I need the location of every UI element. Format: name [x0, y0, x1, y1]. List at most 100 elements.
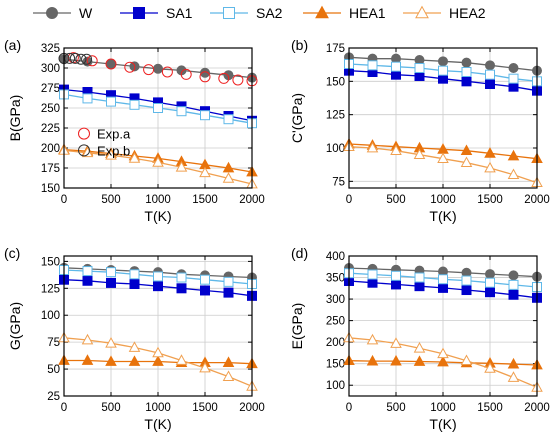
panel-label: (d) [291, 245, 308, 261]
y-tick-label: 100 [326, 380, 345, 392]
point-hea2 [105, 337, 117, 348]
inner-legend-marker [78, 127, 90, 140]
point-sa1 [176, 283, 187, 294]
point-sa1 [485, 287, 495, 298]
x-tick-label: 1500 [192, 194, 218, 206]
point-sa2 [414, 272, 425, 283]
inner-legend-marker [78, 144, 90, 157]
x-tick-label: 1000 [145, 194, 171, 206]
point-hea1 [460, 144, 473, 156]
legend-item-hea2: HEA2 [403, 5, 486, 21]
point-w [461, 57, 472, 68]
legend-label: SA1 [166, 5, 193, 21]
y-tick-label: 325 [41, 43, 60, 55]
legend-marker [415, 5, 429, 19]
point-hea1 [128, 355, 141, 366]
exp-point-exp-b [69, 52, 81, 64]
point-sa2 [223, 114, 234, 125]
legend-label: HEA1 [349, 5, 386, 21]
x-tick-label: 500 [101, 402, 120, 414]
x-tick-label: 1500 [192, 402, 218, 414]
point-hea2 [128, 152, 141, 163]
y-tick-label: 400 [326, 251, 345, 263]
x-tick-label: 1500 [477, 402, 503, 414]
exp-point-exp-b [75, 53, 87, 65]
point-sa2 [438, 274, 448, 285]
point-hea2 [81, 146, 94, 158]
point-sa2 [153, 103, 163, 113]
y-tick-label: 225 [41, 123, 60, 135]
point-hea2 [366, 333, 379, 345]
legend-marker [315, 5, 329, 19]
point-hea1 [507, 357, 520, 369]
panel-label: (a) [4, 37, 21, 53]
point-sa2 [508, 279, 519, 290]
point-sa1 [367, 277, 378, 288]
x-tick-label: 1000 [430, 402, 456, 414]
point-hea1 [222, 161, 235, 173]
point-sa1 [200, 285, 210, 296]
point-sa2 [200, 110, 210, 121]
y-tick-label: 175 [41, 163, 60, 175]
point-sa1 [223, 287, 234, 298]
x-tick-label: 1000 [430, 194, 456, 206]
x-axis-label: T(K) [429, 416, 456, 432]
x-tick-label: 2000 [524, 402, 550, 414]
point-sa2 [82, 93, 93, 104]
plot-frame [348, 47, 538, 189]
inner-legend-item-exp-a: Exp.a [78, 127, 131, 142]
legend-item-sa2: SA2 [210, 5, 283, 21]
point-sa2 [106, 267, 116, 278]
point-sa2 [129, 269, 140, 280]
point-sa2 [391, 61, 401, 72]
point-hea1 [222, 356, 235, 367]
point-sa2 [129, 99, 140, 110]
legend-item-hea1: HEA1 [303, 5, 386, 21]
point-sa2 [153, 271, 163, 282]
series-sa1 [59, 274, 257, 301]
y-tick-label: 50 [47, 364, 60, 376]
point-hea2 [152, 346, 164, 358]
x-tick-label: 2000 [239, 402, 265, 414]
point-sa2 [438, 65, 448, 76]
y-tick-label: 125 [41, 283, 60, 295]
point-hea2 [152, 156, 164, 167]
point-sa2 [82, 266, 93, 277]
point-sa1 [82, 275, 93, 286]
point-w [438, 56, 448, 67]
point-hea2 [175, 354, 188, 365]
x-tick-label: 500 [386, 194, 405, 206]
legend-label: W [79, 5, 93, 21]
y-tick-label: 75 [332, 176, 345, 188]
x-axis-label: T(K) [144, 208, 171, 224]
panel-label: (c) [4, 245, 20, 261]
point-sa2 [200, 274, 210, 285]
point-sa2 [176, 272, 187, 283]
point-hea2 [437, 152, 449, 164]
point-w [106, 59, 116, 69]
y-tick-label: 350 [326, 273, 345, 285]
legend-marker [223, 7, 235, 19]
point-hea1 [507, 149, 520, 161]
point-hea2 [413, 148, 426, 160]
point-sa2 [485, 277, 495, 288]
x-tick-label: 2000 [239, 194, 265, 206]
y-tick-label: 250 [41, 103, 60, 115]
x-tick-label: 500 [386, 402, 405, 414]
point-hea2 [222, 172, 235, 183]
legend-marker [133, 7, 145, 19]
point-hea2 [460, 354, 473, 366]
point-sa1 [106, 277, 116, 288]
y-tick-label: 250 [326, 316, 345, 328]
point-hea2 [507, 168, 520, 180]
inner-legend-label: Exp.a [97, 127, 131, 142]
point-hea1 [81, 354, 94, 365]
y-axis-label: C'(GPa) [289, 93, 305, 143]
legend-label: HEA2 [449, 5, 486, 21]
series-hea1 [343, 354, 543, 370]
panel-d: (d) 100 150 200 250 300 350 400 0 500 1000 1500 2000… [289, 245, 550, 432]
point-hea1 [105, 355, 117, 366]
